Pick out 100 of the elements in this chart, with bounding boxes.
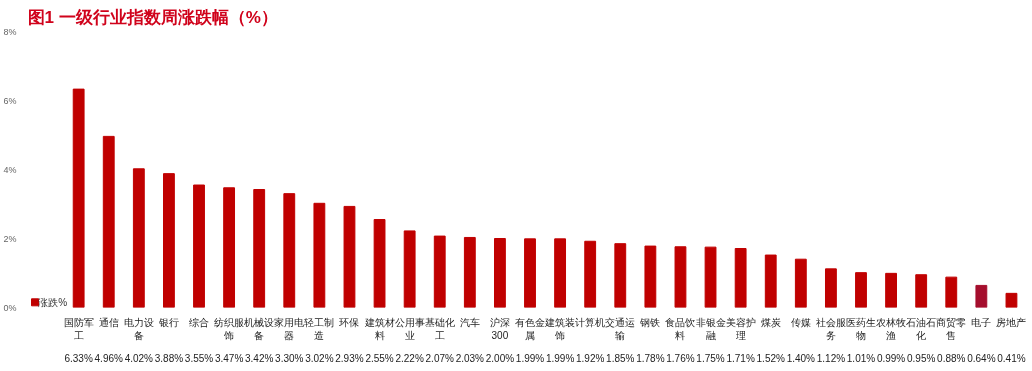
bar bbox=[915, 274, 928, 308]
data-label: 1.52% bbox=[756, 352, 786, 364]
y-tick-label: 0% bbox=[3, 302, 17, 313]
x-tick-label: 电力设备 bbox=[123, 316, 154, 341]
bar bbox=[193, 184, 205, 308]
bar bbox=[223, 187, 236, 308]
bar bbox=[72, 88, 85, 308]
data-label: 0.95% bbox=[907, 352, 936, 364]
data-label: 2.00% bbox=[485, 352, 515, 364]
x-tick-label: 汽车 bbox=[459, 316, 480, 328]
bar bbox=[1005, 292, 1018, 308]
x-tick-label: 计算机 bbox=[575, 316, 606, 328]
x-tick-label: 建筑装饰 bbox=[544, 316, 576, 341]
data-label: 4.96% bbox=[94, 352, 124, 364]
bar bbox=[373, 219, 386, 308]
data-label: 6.33% bbox=[64, 352, 93, 364]
y-tick-label: 8% bbox=[3, 26, 17, 37]
data-label: 2.93% bbox=[335, 352, 364, 364]
data-label: 2.22% bbox=[395, 352, 424, 364]
x-tick-label: 纺织服饰 bbox=[214, 316, 245, 341]
x-tick-label: 美容护理 bbox=[725, 316, 756, 341]
data-label: 3.88% bbox=[154, 352, 184, 364]
data-label: 1.99% bbox=[545, 352, 575, 364]
bar bbox=[644, 245, 657, 308]
chart-title: 图1 一级行业指数周涨跌幅（%） bbox=[27, 7, 278, 27]
data-label: 0.64% bbox=[967, 352, 996, 364]
x-tick-label: 公用事业 bbox=[394, 316, 425, 341]
bar bbox=[674, 246, 687, 308]
bar bbox=[614, 243, 627, 308]
data-label: 1.40% bbox=[786, 352, 816, 364]
x-tick-label: 钢铁 bbox=[639, 316, 661, 328]
data-label: 1.78% bbox=[636, 352, 665, 364]
data-label: 1.92% bbox=[576, 352, 605, 364]
x-tick-label: 商贸零售 bbox=[936, 316, 967, 341]
data-label: 1.99% bbox=[515, 352, 545, 364]
bar bbox=[554, 238, 567, 308]
bar bbox=[975, 284, 988, 308]
x-tick-label: 环保 bbox=[339, 316, 360, 328]
x-tick-label: 银行 bbox=[157, 316, 179, 328]
bar bbox=[945, 276, 958, 308]
bar bbox=[764, 254, 777, 308]
x-tick-label: 沪深300 bbox=[489, 316, 510, 341]
data-label: 3.55% bbox=[184, 352, 214, 364]
bar bbox=[885, 272, 898, 308]
x-tick-label: 轻工制造 bbox=[304, 316, 335, 341]
x-tick-label: 家用电器 bbox=[274, 316, 305, 341]
bar bbox=[283, 193, 296, 308]
bar bbox=[163, 173, 175, 308]
data-label: 2.55% bbox=[365, 352, 394, 364]
x-tick-label: 基础化工 bbox=[424, 316, 455, 341]
data-label: 2.03% bbox=[455, 352, 485, 364]
data-label: 3.30% bbox=[275, 352, 304, 364]
data-label: 3.42% bbox=[245, 352, 274, 364]
data-label: 1.85% bbox=[606, 352, 635, 364]
data-label: 4.02% bbox=[124, 352, 154, 364]
x-tick-label: 综合 bbox=[189, 316, 210, 328]
bar bbox=[704, 246, 717, 308]
bar bbox=[313, 202, 326, 308]
x-tick-label: 非银金融 bbox=[695, 316, 726, 341]
bar bbox=[794, 258, 807, 308]
bar bbox=[102, 135, 115, 308]
x-tick-label: 建筑材料 bbox=[363, 316, 395, 341]
bar bbox=[403, 230, 416, 308]
data-label: 1.71% bbox=[726, 352, 755, 364]
data-label: 0.41% bbox=[997, 352, 1026, 364]
data-label: 2.07% bbox=[425, 352, 455, 364]
y-tick-label: 4% bbox=[3, 164, 17, 175]
bar bbox=[132, 168, 145, 308]
bar bbox=[524, 238, 536, 308]
x-tick-label: 石油石化 bbox=[906, 316, 937, 341]
data-label: 1.76% bbox=[666, 352, 695, 364]
bar bbox=[433, 235, 446, 308]
bar bbox=[734, 248, 747, 308]
y-tick-label: 2% bbox=[3, 233, 17, 244]
x-tick-label: 社会服务 bbox=[815, 316, 846, 341]
bar bbox=[253, 189, 266, 308]
bar bbox=[494, 238, 506, 308]
bar bbox=[584, 240, 597, 308]
x-tick-label: 有色金属 bbox=[515, 316, 546, 341]
bar bbox=[343, 205, 356, 308]
x-tick-label: 农林牧渔 bbox=[876, 316, 907, 341]
data-label: 1.12% bbox=[816, 352, 846, 364]
data-label: 1.75% bbox=[696, 352, 725, 364]
data-label: 0.88% bbox=[937, 352, 966, 364]
x-tick-label: 机械设备 bbox=[244, 316, 275, 341]
x-tick-label: 煤炭 bbox=[760, 316, 781, 328]
x-tick-label: 房地产 bbox=[996, 316, 1027, 328]
bar bbox=[825, 268, 837, 308]
x-tick-label: 交通运输 bbox=[605, 316, 636, 341]
data-label: 3.02% bbox=[305, 352, 334, 364]
x-tick-label: 传媒 bbox=[790, 316, 811, 328]
x-tick-label: 通信 bbox=[98, 316, 119, 328]
data-label: 1.01% bbox=[846, 352, 876, 364]
bar bbox=[463, 236, 476, 308]
x-tick-label: 医药生物 bbox=[846, 316, 876, 341]
x-tick-label: 电子 bbox=[971, 316, 992, 328]
data-label: 3.47% bbox=[214, 352, 244, 364]
data-label: 0.99% bbox=[876, 352, 906, 364]
y-tick-label: 6% bbox=[3, 95, 17, 106]
x-tick-label: 国防军工 bbox=[63, 316, 94, 341]
